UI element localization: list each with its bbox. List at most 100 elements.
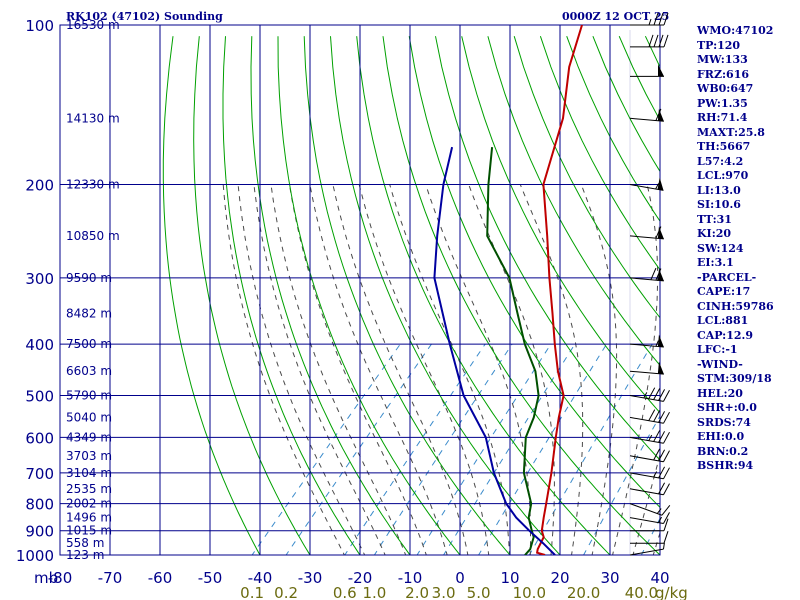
barb-staff bbox=[629, 455, 664, 463]
wind-barb bbox=[629, 334, 664, 348]
index-value: WB0:647 bbox=[697, 82, 754, 95]
pressure-label: 500 bbox=[25, 388, 54, 406]
index-value: CINH:59786 bbox=[697, 299, 774, 313]
mixing-ratio-label: 1.0 bbox=[362, 584, 386, 600]
barb-flag bbox=[653, 410, 661, 422]
mixing-ratio-line bbox=[443, 343, 576, 555]
barb-pennant bbox=[657, 361, 664, 375]
barb-half-flag bbox=[643, 392, 648, 399]
barb-half-flag bbox=[656, 508, 662, 514]
mixing-ratio-label: 0.6 bbox=[333, 584, 357, 600]
moist-adiabat bbox=[237, 184, 366, 555]
barb-staff bbox=[629, 117, 664, 122]
mixing-ratio-label: 0.2 bbox=[274, 584, 298, 600]
index-value: BRN:0.2 bbox=[697, 444, 749, 458]
wind-barb bbox=[630, 531, 669, 544]
mixing-ratio-line bbox=[478, 343, 608, 555]
barb-flag bbox=[653, 34, 659, 48]
index-value: CAP:12.9 bbox=[697, 328, 754, 342]
pressure-label: 400 bbox=[25, 336, 54, 354]
barb-flag bbox=[658, 389, 666, 401]
barb-pennant bbox=[657, 177, 664, 191]
barb-flag bbox=[650, 267, 657, 280]
index-value: TP:120 bbox=[697, 38, 741, 52]
wind-barb bbox=[629, 108, 664, 122]
height-label: 1496 m bbox=[66, 511, 112, 525]
barb-flag bbox=[648, 34, 654, 48]
barb-flag bbox=[653, 388, 661, 400]
wind-barb bbox=[630, 518, 669, 532]
barb-staff bbox=[629, 488, 664, 496]
barb-flag bbox=[658, 431, 666, 443]
mixing-ratio-line bbox=[373, 343, 513, 555]
wind-barb bbox=[630, 12, 669, 26]
temperature-tick-label: -30 bbox=[298, 569, 323, 587]
barb-staff bbox=[629, 395, 664, 402]
temperature-tick-label: 40 bbox=[650, 569, 669, 587]
moist-adiabat bbox=[358, 184, 490, 555]
moist-adiabat bbox=[270, 184, 407, 555]
moist-adiabat bbox=[580, 184, 618, 555]
temperature-line bbox=[535, 25, 583, 555]
index-value: LFC:-1 bbox=[697, 343, 738, 356]
parcel-line bbox=[433, 146, 556, 555]
moist-adiabat bbox=[253, 184, 386, 555]
moist-adiabat bbox=[632, 452, 660, 555]
barb-pennant bbox=[657, 268, 664, 281]
barb-staff bbox=[629, 343, 664, 348]
pressure-label: 800 bbox=[25, 496, 54, 514]
barb-flag bbox=[658, 411, 666, 423]
pressure-label: 700 bbox=[25, 465, 54, 483]
pressure-label: 900 bbox=[25, 523, 54, 541]
barb-flag bbox=[655, 108, 662, 121]
barb-flag bbox=[655, 226, 662, 239]
index-value: TH:5667 bbox=[697, 140, 751, 153]
temperature-tick-label: 30 bbox=[600, 569, 619, 587]
barb-flag bbox=[663, 390, 670, 402]
barb-flag bbox=[663, 431, 670, 444]
index-value: FRZ:616 bbox=[697, 67, 750, 81]
index-value: TT:31 bbox=[697, 212, 732, 226]
height-label: 9590 m bbox=[66, 271, 112, 285]
mixing-ratio-line bbox=[583, 415, 660, 555]
barb-half-flag bbox=[658, 516, 663, 523]
mixing-ratio-label: 2.0 bbox=[405, 584, 429, 600]
dry-adiabat bbox=[330, 36, 561, 555]
index-value: WMO:47102 bbox=[697, 24, 774, 37]
height-label: 3104 m bbox=[66, 466, 112, 480]
wind-barb bbox=[629, 512, 670, 524]
temperature-tick-label: -40 bbox=[248, 569, 273, 587]
height-label: 123 m bbox=[66, 548, 104, 562]
temperature-tick-label: -80 bbox=[48, 569, 73, 587]
dewpoint-line bbox=[486, 147, 540, 555]
moist-adiabat bbox=[425, 184, 531, 555]
temperature-tick-label: -20 bbox=[348, 569, 373, 587]
dry-adiabat bbox=[162, 36, 261, 555]
index-value: EI:3.1 bbox=[697, 256, 734, 269]
index-value: L57:4.2 bbox=[697, 154, 744, 168]
wind-barb bbox=[630, 64, 664, 77]
index-value: KI:20 bbox=[697, 227, 732, 240]
barb-pennant bbox=[657, 108, 664, 122]
moist-adiabat bbox=[468, 184, 555, 555]
index-value: CAPE:17 bbox=[697, 285, 751, 298]
wind-barb bbox=[629, 466, 670, 480]
dry-adiabat bbox=[303, 36, 511, 555]
mixing-ratio-line bbox=[528, 343, 653, 555]
barb-half-flag bbox=[662, 542, 665, 550]
barb-flag bbox=[663, 483, 670, 495]
wind-barb bbox=[629, 177, 664, 191]
mixing-ratio-line bbox=[285, 343, 432, 555]
wind-barb bbox=[629, 503, 671, 516]
mixing-ratio-line bbox=[251, 343, 401, 555]
wind-barb bbox=[629, 448, 670, 463]
height-label: 6603 m bbox=[66, 364, 112, 378]
temperature-tick-label: 20 bbox=[550, 569, 569, 587]
barb-staff bbox=[629, 503, 663, 516]
mixing-ratio-label: 5.0 bbox=[467, 584, 491, 600]
index-value: LCL:970 bbox=[697, 169, 749, 182]
indices-panel: WMO:47102 TP:120 MW:133 FRZ:616 WB0:647 PW:1.… bbox=[697, 24, 797, 474]
barb-flag bbox=[663, 34, 669, 48]
height-label: 14130 m bbox=[66, 111, 120, 125]
